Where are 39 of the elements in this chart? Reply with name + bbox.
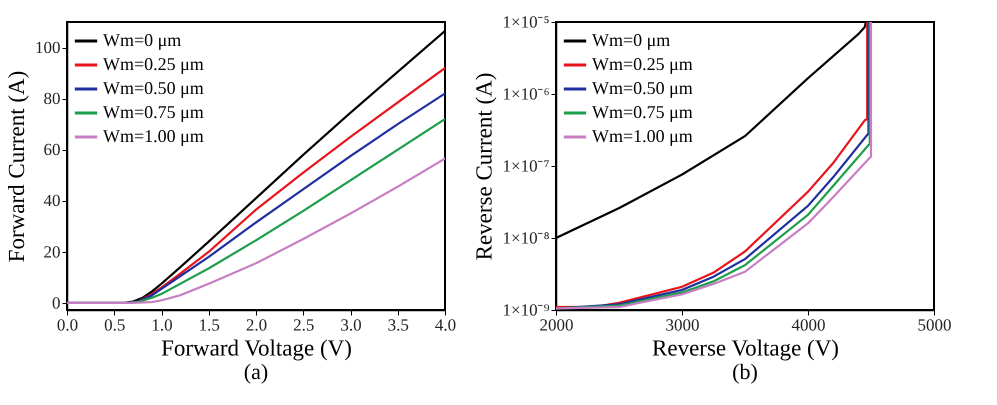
legend-label: Wm=1.00 μm [103, 126, 204, 146]
y-tick-label: 0 [52, 293, 60, 312]
y-tick-label: 20 [44, 242, 60, 262]
y-tick-label: 60 [44, 140, 60, 160]
y-tick-label: 1×10⁻⁷ [502, 156, 550, 176]
x-tick-label: 3.0 [340, 316, 362, 334]
y-tick-label: 100 [35, 38, 60, 58]
legend-label: Wm=0 μm [592, 30, 670, 50]
legend-label: Wm=0 μm [103, 30, 182, 50]
x-tick-label: 0.0 [56, 316, 78, 334]
y-tick-label: 40 [44, 191, 60, 210]
x-tick-label: 2.0 [246, 316, 268, 334]
y-tick-label: 1×10⁻⁸ [502, 228, 550, 248]
legend-label: Wm=1.00 μm [592, 126, 693, 146]
legend-label: Wm=0.75 μm [103, 102, 204, 122]
x-axis-title: Forward Voltage (V) [161, 336, 352, 360]
x-tick-label: 1.5 [198, 316, 220, 334]
line-series [67, 157, 445, 304]
x-tick-label: 5000 [918, 316, 952, 334]
x-tick-label: 0.5 [104, 316, 126, 334]
x-tick-label: 3000 [666, 316, 700, 334]
text: (b) [732, 359, 758, 384]
y-tick-label: 1×10⁻⁶ [502, 84, 550, 104]
legend-label: Wm=0.25 μm [103, 54, 204, 74]
x-tick-label: 2.5 [293, 316, 314, 334]
x-axis-title: Reverse Voltage (V) [652, 336, 839, 360]
text: (a) [244, 359, 268, 384]
x-tick-label: 3.5 [388, 316, 409, 334]
legend-label: Wm=0.25 μm [592, 54, 693, 74]
y-tick-label: 1×10⁻⁵ [502, 12, 550, 32]
y-axis-title: Forward Current (A) [4, 70, 29, 262]
legend-label: Wm=0.75 μm [592, 102, 693, 122]
x-tick-label: 4.0 [434, 316, 456, 334]
y-axis-title: Reverse Current (A) [471, 72, 496, 260]
x-tick-label: 4000 [792, 316, 826, 334]
y-tick-label: 80 [44, 89, 60, 108]
legend-label: Wm=0.50 μm [592, 78, 693, 98]
legend-label: Wm=0.50 μm [103, 78, 204, 98]
x-tick-label: 1.0 [151, 316, 173, 334]
